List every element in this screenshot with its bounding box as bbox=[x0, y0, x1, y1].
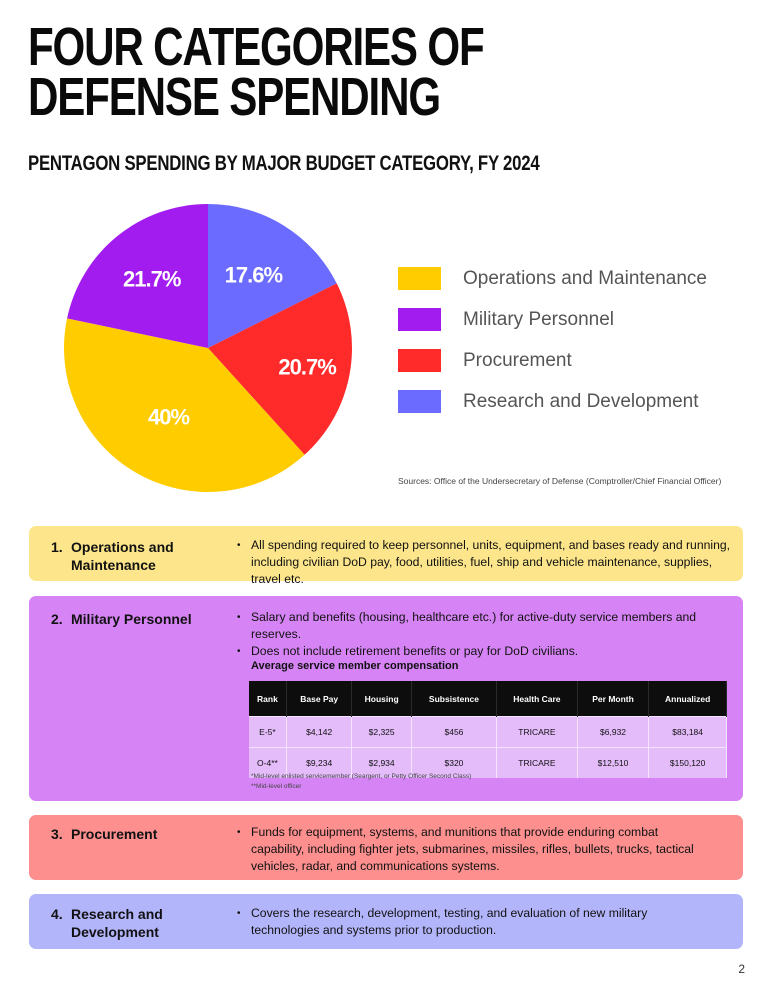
title-line-1: FOUR CATEGORIES OF bbox=[28, 17, 485, 77]
bullet-item: Covers the research, development, testin… bbox=[237, 905, 707, 939]
table-cell: $150,120 bbox=[648, 747, 727, 778]
slice-label: 40% bbox=[148, 405, 189, 430]
section-procurement: 3. Procurement Funds for equipment, syst… bbox=[29, 815, 743, 880]
table-cell: $2,934 bbox=[351, 747, 412, 778]
column-header: Base Pay bbox=[286, 681, 353, 717]
legend-label: Military Personnel bbox=[463, 308, 614, 330]
section-operations: 1. Operations and Maintenance All spendi… bbox=[29, 526, 743, 586]
section-title: Procurement bbox=[71, 825, 157, 843]
section-title-line: Military Personnel bbox=[71, 611, 192, 627]
table-row: O-4** $9,234 $2,934 $320 TRICARE $12,510… bbox=[249, 747, 727, 778]
section-title-line: Procurement bbox=[71, 826, 158, 842]
section-number: 1. bbox=[51, 539, 63, 555]
slice-personnel bbox=[67, 204, 208, 348]
section-title-line: Operations and bbox=[71, 539, 174, 555]
section-title-line: Maintenance bbox=[71, 557, 156, 573]
bullet-item: Funds for equipment, systems, and muniti… bbox=[237, 824, 707, 875]
column-header: Rank bbox=[249, 681, 287, 717]
section-title: Research and Development bbox=[71, 905, 163, 941]
table-cell: $9,234 bbox=[286, 747, 353, 778]
section-research: 4. Research and Development Covers the r… bbox=[29, 894, 743, 949]
bullet-item: All spending required to keep personnel,… bbox=[237, 537, 737, 588]
pie-chart: 17.6% 20.7% 40% 21.7% bbox=[63, 204, 352, 493]
legend-item-personnel: Military Personnel bbox=[398, 299, 707, 340]
compensation-table: Rank Base Pay Housing Subsistence Health… bbox=[249, 681, 727, 778]
legend-label: Operations and Maintenance bbox=[463, 267, 707, 289]
table-cell: $2,325 bbox=[351, 716, 412, 748]
section-number: 4. bbox=[51, 906, 63, 922]
table-cell: TRICARE bbox=[496, 716, 578, 748]
page-title: FOUR CATEGORIES OF DEFENSE SPENDING bbox=[28, 20, 512, 124]
bullet-item: Salary and benefits (housing, healthcare… bbox=[237, 609, 737, 643]
column-header: Health Care bbox=[496, 681, 578, 717]
table-cell: $83,184 bbox=[648, 716, 727, 748]
section-number: 2. bbox=[51, 611, 63, 627]
legend-item-operations: Operations and Maintenance bbox=[398, 258, 707, 299]
page-number: 2 bbox=[738, 962, 745, 976]
legend-swatch bbox=[398, 349, 441, 372]
column-header: Annualized bbox=[648, 681, 727, 717]
sources-note: Sources: Office of the Undersecretary of… bbox=[398, 476, 722, 486]
legend-item-research: Research and Development bbox=[398, 381, 707, 422]
slice-label: 20.7% bbox=[278, 355, 336, 380]
table-title: Average service member compensation bbox=[251, 660, 459, 672]
section-military-personnel: 2. Military Personnel Salary and benefit… bbox=[29, 596, 743, 801]
slice-label: 17.6% bbox=[225, 262, 283, 287]
section-bullets: Covers the research, development, testin… bbox=[237, 905, 707, 939]
legend-label: Research and Development bbox=[463, 390, 699, 412]
slice-procurement bbox=[208, 283, 352, 455]
column-header: Subsistence bbox=[411, 681, 498, 717]
legend-swatch bbox=[398, 308, 441, 331]
section-title: Military Personnel bbox=[71, 610, 192, 628]
table-cell: $6,932 bbox=[577, 716, 650, 748]
chart-subtitle: PENTAGON SPENDING BY MAJOR BUDGET CATEGO… bbox=[28, 152, 540, 175]
table-header-row: Rank Base Pay Housing Subsistence Health… bbox=[249, 681, 727, 717]
bullet-item: Does not include retirement benefits or … bbox=[237, 643, 737, 660]
section-bullets: Salary and benefits (housing, healthcare… bbox=[237, 609, 737, 660]
slice-operations bbox=[63, 318, 305, 493]
legend-label: Procurement bbox=[463, 349, 572, 371]
table-cell: $320 bbox=[411, 747, 498, 778]
section-number: 3. bbox=[51, 826, 63, 842]
column-header: Housing bbox=[351, 681, 412, 717]
section-bullets: All spending required to keep personnel,… bbox=[237, 537, 737, 588]
section-title: Operations and Maintenance bbox=[71, 538, 174, 574]
table-cell: O-4** bbox=[249, 747, 287, 778]
section-title-line: Development bbox=[71, 924, 159, 940]
title-line-2: DEFENSE SPENDING bbox=[28, 67, 441, 127]
slice-research bbox=[208, 204, 337, 348]
footnote: *Mid-level enlisted servicemember (Searg… bbox=[251, 773, 472, 780]
column-header: Per Month bbox=[577, 681, 650, 717]
table-cell: $4,142 bbox=[286, 716, 353, 748]
legend-item-procurement: Procurement bbox=[398, 340, 707, 381]
legend-swatch bbox=[398, 390, 441, 413]
footnote: **Mid-level officer bbox=[251, 783, 302, 790]
chart-legend: Operations and Maintenance Military Pers… bbox=[398, 258, 707, 422]
slice-label: 21.7% bbox=[123, 267, 181, 292]
table-cell: TRICARE bbox=[496, 747, 578, 778]
table-cell: E-5* bbox=[249, 716, 287, 748]
section-bullets: Funds for equipment, systems, and muniti… bbox=[237, 824, 707, 875]
table-cell: $12,510 bbox=[577, 747, 650, 778]
table-cell: $456 bbox=[411, 716, 498, 748]
section-title-line: Research and bbox=[71, 906, 163, 922]
legend-swatch bbox=[398, 267, 441, 290]
table-row: E-5* $4,142 $2,325 $456 TRICARE $6,932 $… bbox=[249, 716, 727, 748]
